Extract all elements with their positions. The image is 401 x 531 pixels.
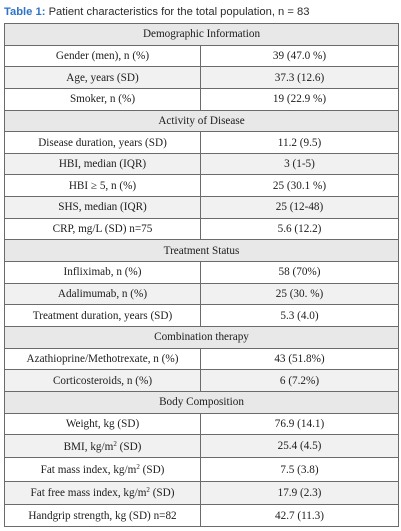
characteristic-cell: Weight, kg (SD) xyxy=(4,412,201,436)
value-cell: 25 (12-48) xyxy=(200,196,399,219)
table-caption: Table 1: Patient characteristics for the… xyxy=(4,2,398,22)
table-row: Fat free mass index, kg/m2 (SD) 17.9 (2.3… xyxy=(4,480,399,506)
value-cell: 39 (47.0 %) xyxy=(200,44,399,68)
characteristic-label: Age, years (SD) xyxy=(66,71,139,84)
characteristic-cell: Infliximab, n (%) xyxy=(4,261,201,284)
characteristic-label: Handgrip strength, kg (SD) n=82 xyxy=(28,509,177,522)
characteristic-cell: HBI, median (IQR) xyxy=(4,152,201,176)
value-cell: 3 (1-5) xyxy=(200,152,399,176)
table-row: Azathioprine/Methotrexate, n (%) 43 (51.8… xyxy=(4,347,399,371)
characteristic-cell: Gender (men), n (%) xyxy=(4,44,201,68)
table-row: Age, years (SD) 37.3 (12.6) xyxy=(4,66,399,89)
superscript: 2 xyxy=(136,463,140,472)
value-cell: 58 (70%) xyxy=(200,261,399,284)
characteristic-cell: Fat mass index, kg/m2 (SD) xyxy=(4,457,201,482)
characteristic-label: Fat mass index, kg/m xyxy=(40,464,137,477)
table-body: Demographic Information Gender (men), n (… xyxy=(4,23,399,527)
characteristic-label: CRP, mg/L (SD) n=75 xyxy=(52,223,153,236)
value-cell: 17.9 (2.3) xyxy=(200,480,399,506)
table-row: Infliximab, n (%) 58 (70%) xyxy=(4,261,399,284)
characteristic-cell: BMI, kg/m2 (SD) xyxy=(4,434,201,459)
table-row: HBI, median (IQR) 3 (1-5) xyxy=(4,152,399,176)
table-row: Treatment duration, years (SD) 5.3 (4.0) xyxy=(4,304,399,327)
characteristic-cell: Disease duration, years (SD) xyxy=(4,131,201,154)
characteristic-label: Infliximab, n (%) xyxy=(63,266,142,279)
characteristic-label: Corticosteroids, n (%) xyxy=(52,374,153,387)
value-cell: 5.3 (4.0) xyxy=(200,304,399,327)
value-cell: 11.2 (9.5) xyxy=(200,131,399,154)
characteristic-cell: CRP, mg/L (SD) n=75 xyxy=(4,217,201,241)
characteristic-cell: SHS, median (IQR) xyxy=(4,196,201,219)
value-cell: 6 (7.2%) xyxy=(200,369,399,392)
section-header-row: Combination therapy xyxy=(4,325,399,349)
characteristic-suffix: (SD) xyxy=(149,487,175,500)
superscript: 2 xyxy=(146,486,150,495)
characteristic-cell: Smoker, n (%) xyxy=(4,87,201,111)
section-header: Combination therapy xyxy=(4,325,399,349)
characteristic-cell: Fat free mass index, kg/m2 (SD) xyxy=(4,480,201,506)
table-row: CRP, mg/L (SD) n=75 5.6 (12.2) xyxy=(4,217,399,241)
table-title: Patient characteristics for the total po… xyxy=(48,6,310,18)
table-row: SHS, median (IQR) 25 (12-48) xyxy=(4,196,399,219)
table-row: Adalimumab, n (%) 25 (30. %) xyxy=(4,282,399,306)
characteristic-cell: HBI ≥ 5, n (%) xyxy=(4,174,201,198)
characteristic-label: Gender (men), n (%) xyxy=(55,49,150,62)
table-number: Table 1: xyxy=(4,6,46,18)
section-header: Demographic Information xyxy=(4,23,399,46)
characteristic-label: Adalimumab, n (%) xyxy=(57,288,148,300)
table-row: Fat mass index, kg/m2 (SD) 7.5 (3.8) xyxy=(4,457,399,482)
section-header-row: Demographic Information xyxy=(4,23,399,46)
characteristic-cell: Adalimumab, n (%) xyxy=(4,282,201,306)
section-header-row: Activity of Disease xyxy=(4,109,399,133)
table-row: Disease duration, years (SD) 11.2 (9.5) xyxy=(4,131,399,154)
value-cell: 7.5 (3.8) xyxy=(200,457,399,482)
characteristic-label: HBI, median (IQR) xyxy=(58,158,147,171)
value-cell: 25 (30. %) xyxy=(200,282,399,306)
characteristic-label: Azathioprine/Methotrexate, n (%) xyxy=(26,352,179,365)
characteristic-cell: Azathioprine/Methotrexate, n (%) xyxy=(4,347,201,371)
characteristic-cell: Corticosteroids, n (%) xyxy=(4,369,201,392)
value-cell: 25 (30.1 %) xyxy=(200,174,399,198)
table-row: Weight, kg (SD) 76.9 (14.1) xyxy=(4,412,399,436)
value-cell: 5.6 (12.2) xyxy=(200,217,399,241)
value-cell: 42.7 (11.3) xyxy=(200,504,399,527)
characteristic-cell: Age, years (SD) xyxy=(4,66,201,89)
characteristic-suffix: (SD) xyxy=(116,440,142,453)
section-header: Activity of Disease xyxy=(4,109,399,133)
section-header-row: Treatment Status xyxy=(4,239,399,263)
value-cell: 76.9 (14.1) xyxy=(200,412,399,436)
characteristic-label: HBI ≥ 5, n (%) xyxy=(68,179,137,192)
characteristic-cell: Handgrip strength, kg (SD) n=82 xyxy=(4,504,201,527)
characteristic-cell: Treatment duration, years (SD) xyxy=(4,304,201,327)
superscript: 2 xyxy=(113,439,117,448)
section-header: Treatment Status xyxy=(4,239,399,263)
characteristic-label: BMI, kg/m xyxy=(63,440,114,453)
value-cell: 19 (22.9 %) xyxy=(200,87,399,111)
table-row: BMI, kg/m2 (SD) 25.4 (4.5) xyxy=(4,434,399,459)
characteristic-label: Fat free mass index, kg/m xyxy=(30,487,147,500)
value-cell: 25.4 (4.5) xyxy=(200,434,399,459)
section-header-row: Body Composition xyxy=(4,390,399,414)
section-header: Body Composition xyxy=(4,390,399,414)
value-cell: 37.3 (12.6) xyxy=(200,66,399,89)
characteristic-label: Treatment duration, years (SD) xyxy=(32,309,173,322)
table-row: Handgrip strength, kg (SD) n=82 42.7 (11.… xyxy=(4,504,399,527)
value-cell: 43 (51.8%) xyxy=(200,347,399,371)
table-row: HBI ≥ 5, n (%) 25 (30.1 %) xyxy=(4,174,399,198)
characteristic-label: SHS, median (IQR) xyxy=(58,201,147,214)
patient-characteristics-table: Demographic Information Gender (men), n (… xyxy=(4,23,399,527)
characteristic-label: Smoker, n (%) xyxy=(69,93,136,106)
table-row: Smoker, n (%) 19 (22.9 %) xyxy=(4,87,399,111)
characteristic-label: Weight, kg (SD) xyxy=(65,417,140,430)
characteristic-suffix: (SD) xyxy=(139,464,165,477)
table-row: Corticosteroids, n (%) 6 (7.2%) xyxy=(4,369,399,392)
table-row: Gender (men), n (%) 39 (47.0 %) xyxy=(4,44,399,68)
characteristic-label: Disease duration, years (SD) xyxy=(38,136,167,149)
